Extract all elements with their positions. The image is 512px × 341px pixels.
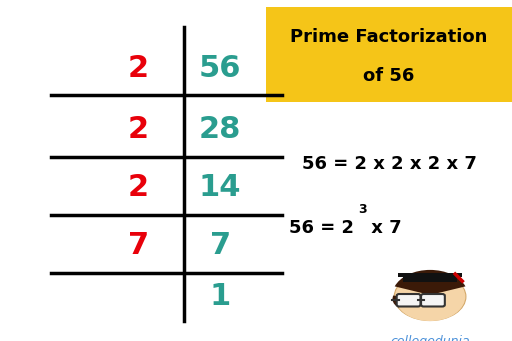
Text: 7: 7	[209, 231, 231, 260]
FancyBboxPatch shape	[403, 276, 457, 282]
Text: x 7: x 7	[365, 220, 402, 237]
Text: 2: 2	[127, 173, 149, 202]
Text: 2: 2	[127, 115, 149, 144]
Text: Prime Factorization: Prime Factorization	[290, 28, 488, 46]
Text: collegedunia: collegedunia	[390, 335, 470, 341]
Text: 14: 14	[199, 173, 242, 202]
Text: 56: 56	[199, 54, 242, 83]
Text: 56 = 2: 56 = 2	[289, 220, 354, 237]
Text: 7: 7	[127, 231, 149, 260]
Text: 28: 28	[199, 115, 241, 144]
FancyBboxPatch shape	[421, 294, 445, 307]
Text: 56 = 2 x 2 x 2 x 7: 56 = 2 x 2 x 2 x 7	[302, 155, 477, 173]
Circle shape	[394, 273, 466, 321]
Wedge shape	[393, 295, 409, 310]
Text: 3: 3	[358, 203, 367, 216]
Wedge shape	[397, 298, 463, 321]
Text: of 56: of 56	[364, 66, 415, 85]
FancyBboxPatch shape	[398, 273, 462, 277]
FancyBboxPatch shape	[266, 7, 512, 102]
Wedge shape	[395, 270, 465, 295]
FancyBboxPatch shape	[397, 294, 420, 307]
Text: 1: 1	[209, 282, 231, 311]
Text: 2: 2	[127, 54, 149, 83]
